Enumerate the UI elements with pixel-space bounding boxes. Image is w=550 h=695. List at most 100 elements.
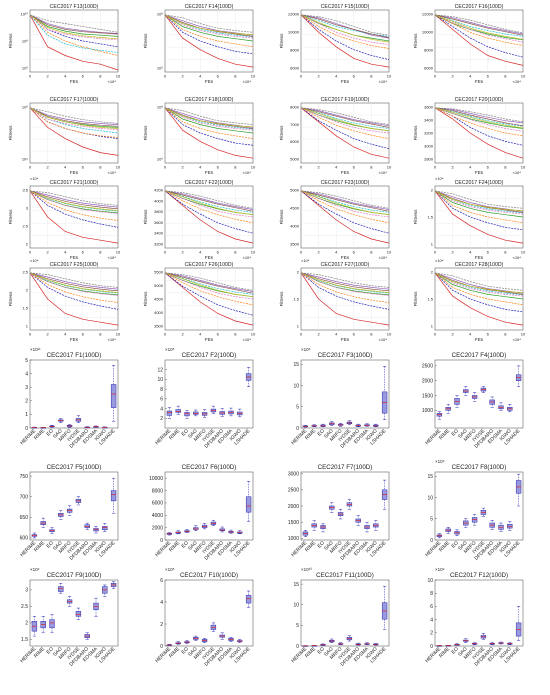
y-tick-label: 2.5 <box>22 270 28 275</box>
series-line-iydse <box>434 14 524 37</box>
series-line-herime <box>164 107 254 159</box>
y-tick-label: 10⁸ <box>22 39 28 44</box>
y-tick-label: 700 <box>20 495 29 501</box>
series-line-dfdbaro <box>164 190 254 212</box>
series-line-iydse <box>164 190 254 213</box>
x-tick-label: 6 <box>82 165 85 170</box>
convergence-panel: CEC2017 F26(100D) Fitness FEs ×10⁴ 0 2 4 6 8 10 55… <box>143 262 256 342</box>
y-tick-label: 0 <box>160 644 163 650</box>
series-line-lshade <box>434 190 524 209</box>
y-tick-label: 1.5 <box>21 637 28 643</box>
convergence-panel: CEC2017 F14(100D) Fitness FEs ×10⁴ 0 2 4 6 8 10 10… <box>143 4 256 84</box>
y-tick-label: 8 <box>430 591 433 597</box>
x-tick-label: 0 <box>300 250 303 255</box>
x-tick-label: 4 <box>335 332 338 337</box>
x-tick-label: 8 <box>99 74 102 79</box>
chart-title: CEC2017 F20(100D) <box>455 97 504 103</box>
y-tick-label: 4 <box>25 371 28 377</box>
y-axis-label: Fitness <box>413 125 418 141</box>
x-tick-label: RIME <box>168 540 182 554</box>
x-tick-label: 0 <box>300 165 303 170</box>
plot-frame <box>434 471 524 541</box>
x-multiplier: ×10⁴ <box>242 255 251 260</box>
x-tick-label: 2 <box>181 165 184 170</box>
y-tick-label: 15 <box>427 474 433 480</box>
boxplot-panel: CEC2017 F4(100D)1000150020002500HERIMERI… <box>422 352 524 450</box>
x-tick-label: 2 <box>317 165 320 170</box>
chart-title: CEC2017 F15(100D) <box>321 4 370 10</box>
series-line-lshade <box>164 272 254 291</box>
y-tick-label: 2000 <box>288 504 299 510</box>
chart-title: CEC2017 F27(100D) <box>321 262 370 268</box>
x-tick-label: EO <box>46 428 55 437</box>
y-tick-label: 10 <box>427 578 433 584</box>
y-multiplier: ×10⁴ <box>30 567 40 572</box>
x-tick-label: 8 <box>504 74 507 79</box>
y-tick-label: 3500 <box>154 324 164 329</box>
x-tick-label: 4 <box>64 165 67 170</box>
y-tick-label: 2 <box>26 288 29 293</box>
series-line-iydse <box>164 272 254 295</box>
series-line-herime <box>29 107 119 156</box>
x-tick-label: 10 <box>251 74 256 79</box>
y-tick-label: 6000 <box>290 139 300 144</box>
convergence-panel: CEC2017 F22(100D) Fitness FEs ×10⁴ 0 2 4 6 8 10 42… <box>143 180 256 260</box>
series-line-lshade <box>29 14 119 33</box>
x-tick-label: RIME <box>33 646 47 660</box>
y-tick-label: 1.5 <box>427 297 433 302</box>
box-rime <box>175 409 181 413</box>
chart-title: CEC2017 F2(100D) <box>182 352 237 359</box>
x-tick-label: 2 <box>46 332 49 337</box>
plot-frame <box>300 579 390 647</box>
series-line-igwo <box>164 14 254 35</box>
y-axis-label: Fitness <box>413 33 418 49</box>
x-tick-label: SAO <box>457 540 469 552</box>
x-tick-label: 10 <box>521 332 526 337</box>
series-line-iydse <box>29 107 119 134</box>
y-tick-label: 5 <box>430 517 433 523</box>
chart-title: CEC2017 F4(100D) <box>452 352 507 359</box>
series-line-eosma <box>300 272 390 296</box>
series-line-mrfo <box>29 107 119 125</box>
y-tick-label: 2 <box>160 622 163 628</box>
y-tick-label: 2000 <box>152 525 163 531</box>
series-line-herime <box>300 14 390 68</box>
y-tick-label: 3 <box>26 206 29 211</box>
x-tick-label: EO <box>181 540 190 549</box>
y-axis-label: Fitness <box>279 125 284 141</box>
x-multiplier: ×10⁴ <box>242 170 251 175</box>
series-line-dfdbaro <box>29 272 119 292</box>
series-line-igwo <box>164 107 254 128</box>
series-line-dfdbaro <box>29 14 119 35</box>
x-tick-label: 10 <box>116 165 121 170</box>
x-axis-label: FEs <box>475 337 484 342</box>
series-line-dfdbaro <box>434 107 524 127</box>
x-tick-label: 8 <box>99 250 102 255</box>
plot-frame <box>300 471 390 541</box>
y-multiplier: ×10⁴ <box>435 258 444 263</box>
x-tick-label: 2 <box>451 332 454 337</box>
y-tick-label: 5000 <box>290 188 300 193</box>
series-line-lshade <box>300 190 390 209</box>
y-multiplier: ×10⁴ <box>435 176 444 181</box>
series-line-eo <box>29 14 119 37</box>
x-tick-label: 4 <box>335 74 338 79</box>
y-tick-label: 10⁶ <box>22 105 28 110</box>
x-tick-label: RIME <box>304 428 318 442</box>
x-tick-label: 6 <box>487 332 490 337</box>
series-line-eo <box>164 14 254 42</box>
series-line-igwo <box>29 190 119 211</box>
y-multiplier: ×10⁹ <box>435 567 445 572</box>
series-line-rime <box>29 272 119 310</box>
x-tick-label: 10 <box>116 74 121 79</box>
y-tick-label: 4500 <box>290 206 300 211</box>
x-multiplier: ×10⁴ <box>107 337 116 342</box>
x-axis-label: FEs <box>341 337 350 342</box>
series-line-herime <box>434 272 524 326</box>
x-tick-label: 8 <box>99 165 102 170</box>
y-tick-label: 8000 <box>290 105 300 110</box>
plot-frame <box>300 9 390 73</box>
y-axis-label: Fitness <box>143 209 148 225</box>
